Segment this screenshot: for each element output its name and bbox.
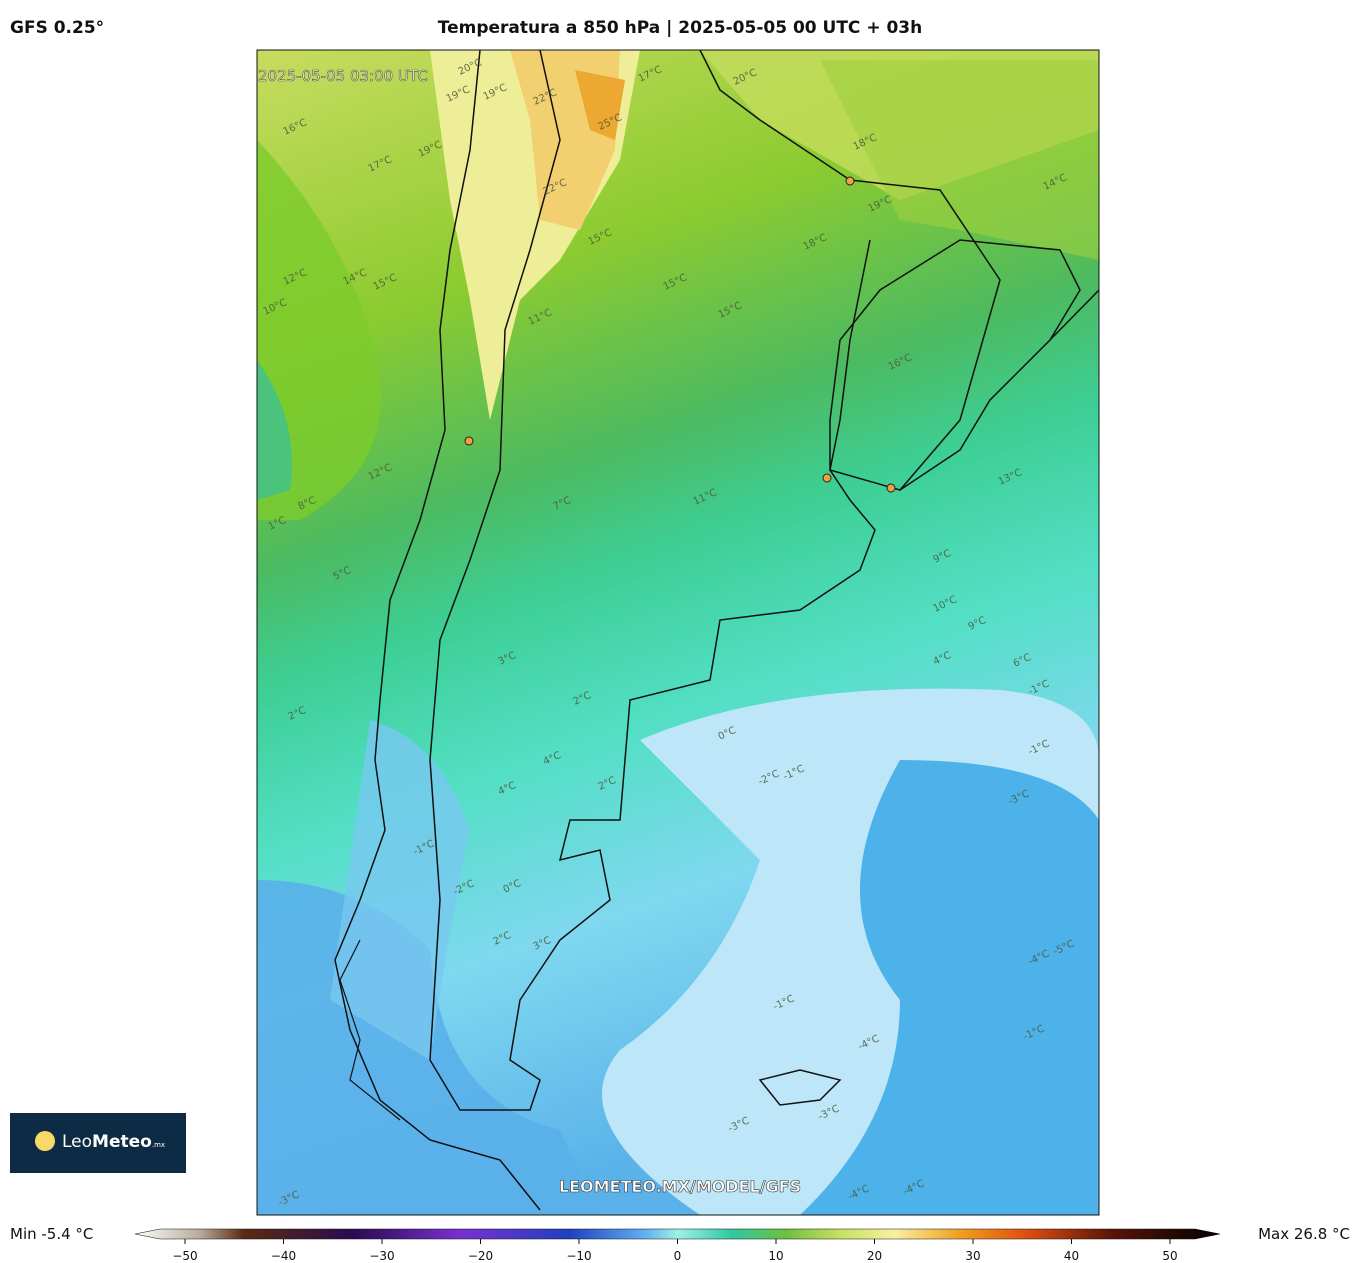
min-label: Min -5.4 °C — [10, 1225, 93, 1243]
map-area: 20°C19°C 19°C 22°C17°C 20°C16°C17°C19°C22°C… — [257, 50, 1099, 1215]
colorbar-tick-label: 30 — [965, 1249, 980, 1263]
colorbar: −50 −40 −30 −20 −10 0 10 20 30 40 50 — [134, 1228, 1221, 1263]
logo-a: Leo — [62, 1132, 92, 1152]
colorbar-tick-label: 40 — [1064, 1249, 1079, 1263]
watermark: LEOMETEO.MX/MODEL/GFS — [559, 1177, 801, 1196]
valid-time: 2025-05-05 03:00 UTC — [258, 67, 428, 85]
colorbar-tick-label: −40 — [271, 1249, 296, 1263]
logo-b: Meteo — [92, 1132, 152, 1152]
map-title: Temperatura a 850 hPa | 2025-05-05 00 UT… — [438, 18, 923, 38]
logo-text: LeoMeteo.mx — [62, 1132, 165, 1152]
colorbar-tick-label: −30 — [369, 1249, 394, 1263]
colorbar-tick-label: 50 — [1162, 1249, 1177, 1263]
max-label: Max 26.8 °C — [1258, 1225, 1350, 1243]
logo-c: .mx — [152, 1141, 165, 1149]
colorbar-tick-label: 20 — [867, 1249, 882, 1263]
colorbar-tick-label: 10 — [768, 1249, 783, 1263]
logo-sun — [35, 1131, 55, 1151]
map-frame — [256, 49, 1100, 1216]
colorbar-tick-label: −20 — [468, 1249, 493, 1263]
colorbar-tick-label: −10 — [566, 1249, 591, 1263]
colorbar-tick-label: −50 — [172, 1249, 197, 1263]
colorbar-tick-label: 0 — [674, 1249, 682, 1263]
model-name: GFS 0.25° — [10, 18, 104, 38]
